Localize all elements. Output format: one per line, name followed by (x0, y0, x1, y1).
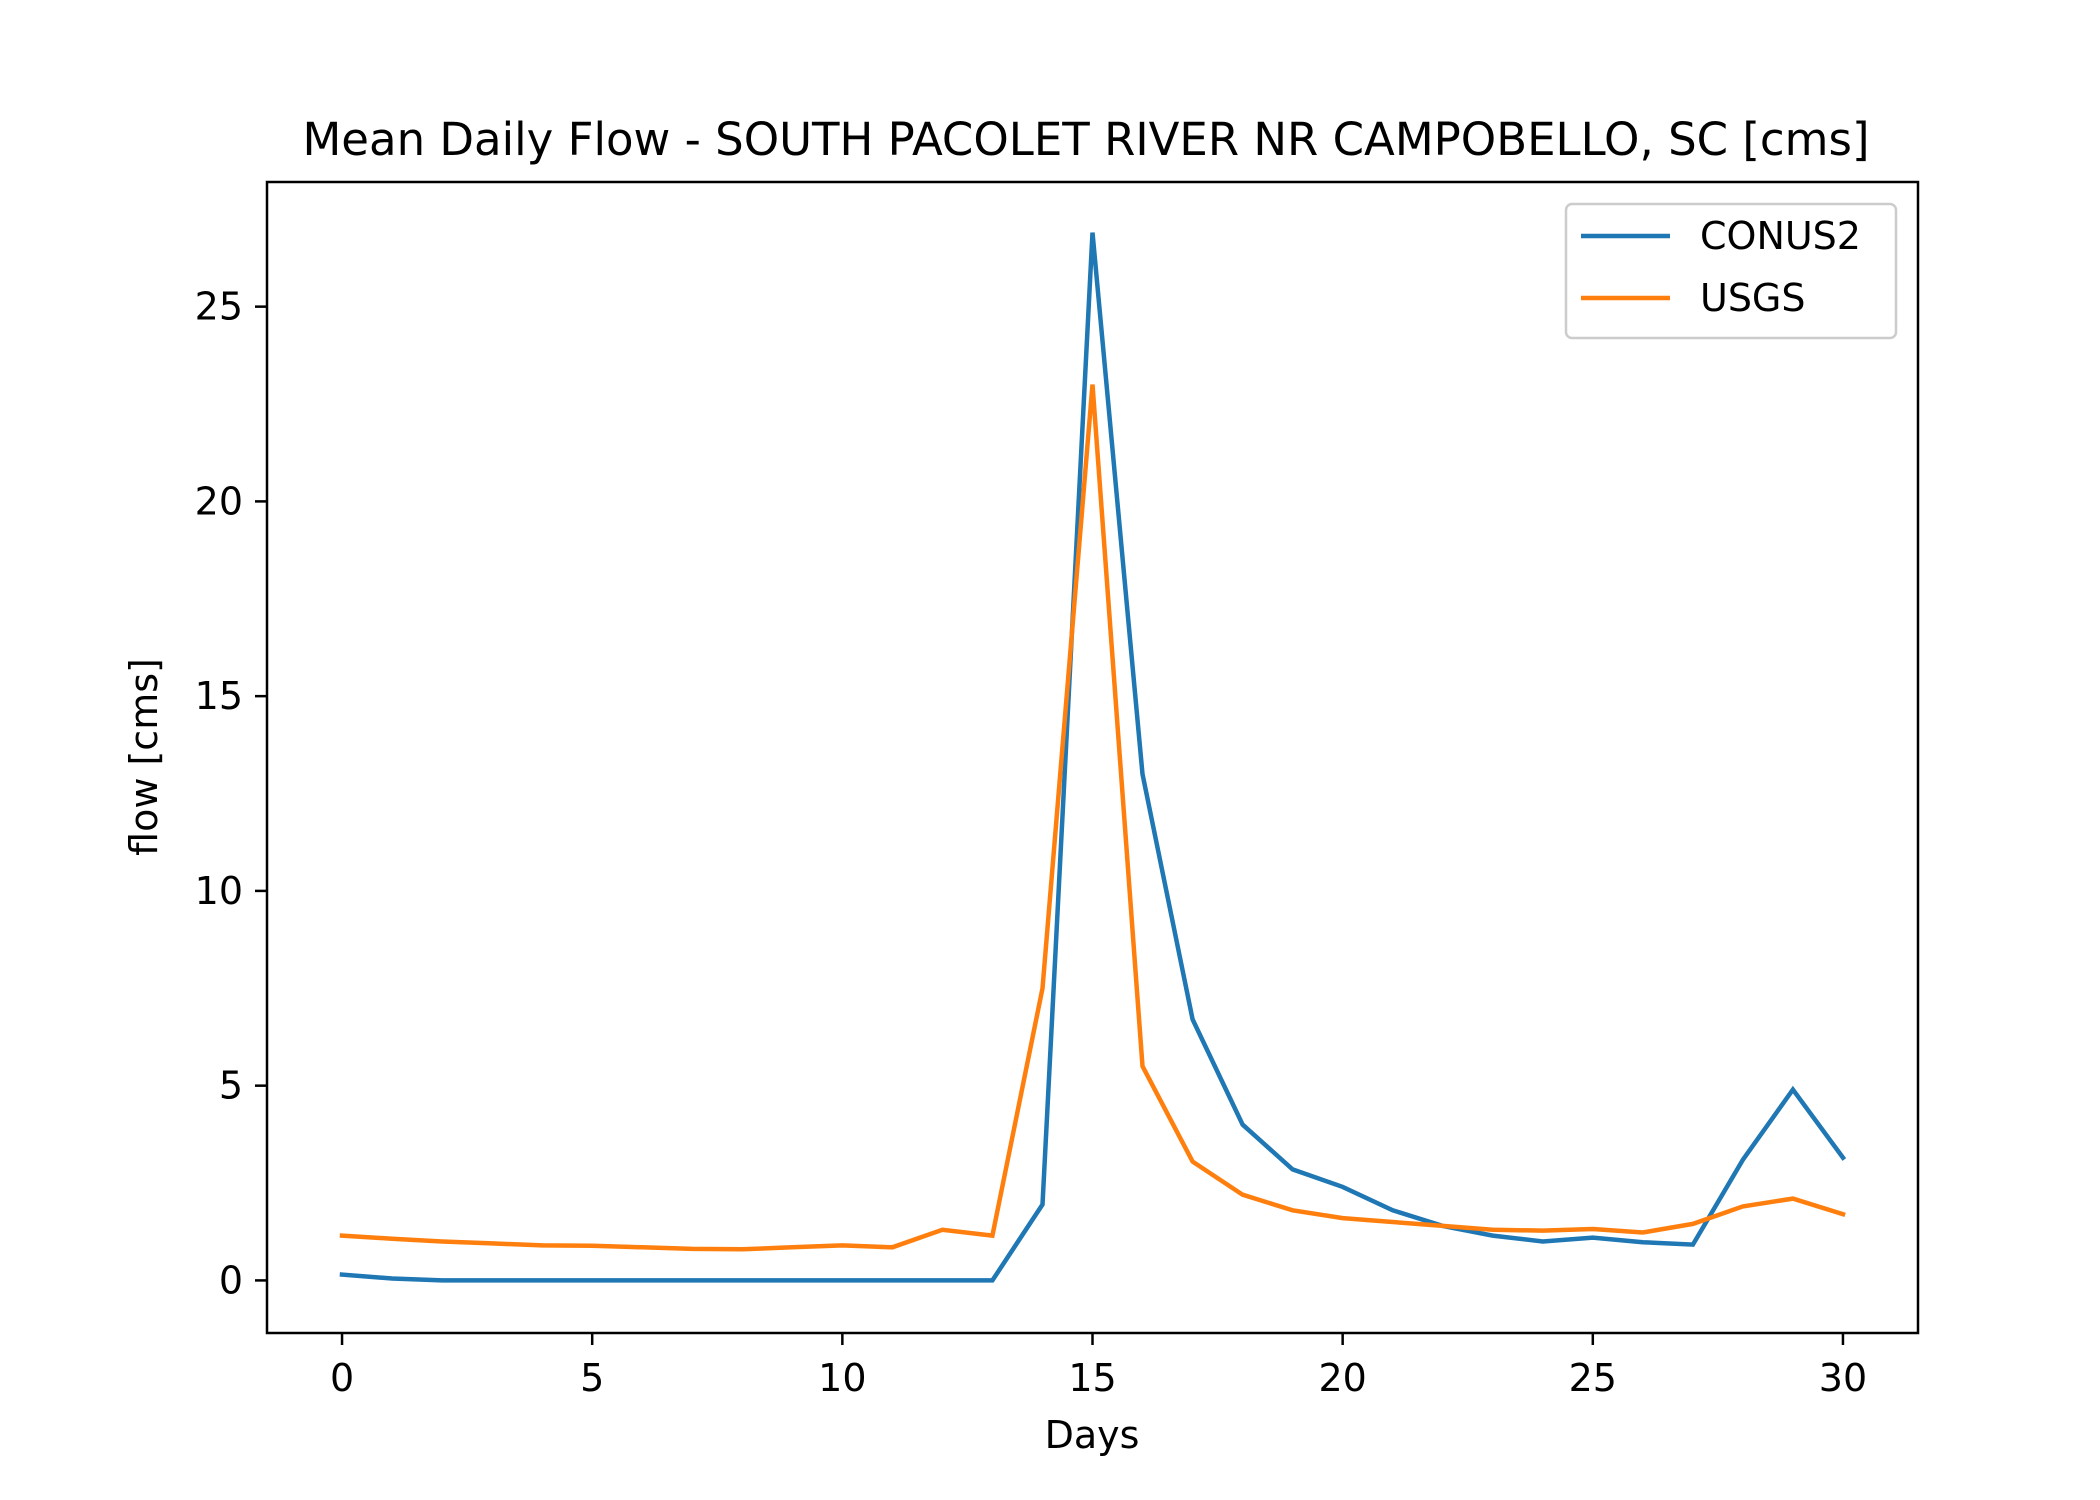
plot-frame (265, 180, 1920, 1335)
legend-label-usgs: USGS (1700, 276, 1806, 320)
y-axis: 0 5 10 15 20 25 (195, 285, 267, 1302)
x-tick-label: 25 (1569, 1356, 1617, 1400)
series-line-conus2 (339, 232, 1847, 1283)
x-tick-label: 10 (818, 1356, 866, 1400)
y-tick-label: 10 (195, 869, 243, 913)
x-tick-label: 30 (1819, 1356, 1867, 1400)
x-tick-label: 5 (580, 1356, 604, 1400)
x-tick-label: 0 (330, 1356, 354, 1400)
x-axis-label: Days (1045, 1413, 1140, 1457)
legend: CONUS2 USGS (1564, 202, 1898, 340)
y-tick-label: 25 (195, 285, 243, 329)
y-tick-label: 5 (219, 1064, 243, 1108)
y-axis-label: flow [cms] (122, 658, 166, 856)
x-tick-label: 15 (1068, 1356, 1116, 1400)
x-axis: 0 5 10 15 20 25 30 (330, 1333, 1867, 1400)
y-tick-label: 0 (219, 1258, 243, 1302)
x-tick-label: 20 (1318, 1356, 1366, 1400)
legend-label-conus2: CONUS2 (1700, 214, 1861, 258)
y-tick-label: 20 (195, 479, 243, 523)
series-line-usgs (339, 384, 1846, 1252)
plot-lines (339, 232, 1847, 1283)
y-tick-label: 15 (195, 674, 243, 718)
chart-title: Mean Daily Flow - SOUTH PACOLET RIVER NR… (302, 113, 1869, 166)
